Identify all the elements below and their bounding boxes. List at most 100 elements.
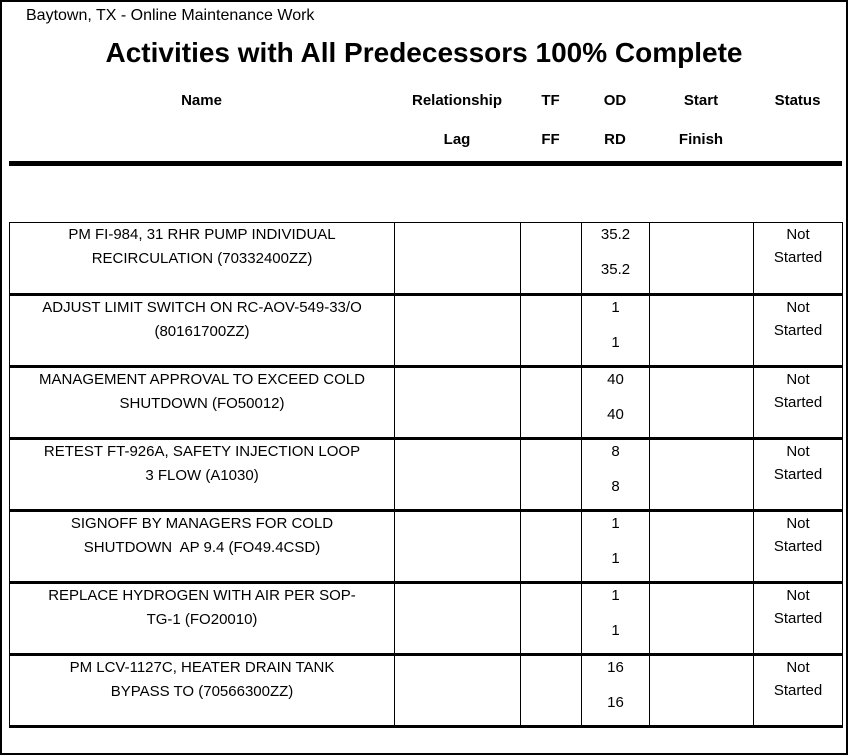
column-header-relationship: Relationship xyxy=(411,92,502,109)
page-title: Activities with All Predecessors 100% Co… xyxy=(105,37,743,68)
status-line2: Started xyxy=(773,610,823,627)
tf-ff-cell xyxy=(520,510,582,583)
status-line2: Started xyxy=(773,249,823,266)
od-rd-cell: 40 40 xyxy=(581,366,650,439)
column-header-rd: RD xyxy=(604,131,626,148)
status-line2: Started xyxy=(773,394,823,411)
rd-value: 1 xyxy=(611,550,620,567)
relationship-lag-cell xyxy=(394,294,521,367)
tf-ff-cell xyxy=(520,222,582,295)
activity-name-line2: 3 FLOW (A1030) xyxy=(145,467,259,484)
column-header-row-2: Lag FF RD Finish xyxy=(9,131,842,149)
column-header-start: Start xyxy=(683,92,719,109)
start-finish-cell xyxy=(649,366,754,439)
od-value: 35.2 xyxy=(600,226,631,243)
od-value: 8 xyxy=(611,443,620,460)
status-line1: Not xyxy=(786,443,810,460)
status-line1: Not xyxy=(786,299,810,316)
activity-name-line1: MANAGEMENT APPROVAL TO EXCEED COLD xyxy=(39,371,365,388)
column-header-name-spacer xyxy=(9,131,394,149)
activity-name-cell: REPLACE HYDROGEN WITH AIR PER SOP- TG-1 … xyxy=(9,582,395,655)
column-header-finish: Finish xyxy=(678,131,724,148)
relationship-lag-cell xyxy=(394,654,521,727)
column-header-lag: Lag xyxy=(443,131,471,148)
column-header-status-spacer xyxy=(753,131,842,149)
status-line1: Not xyxy=(786,371,810,388)
od-value: 40 xyxy=(607,371,624,388)
od-value: 1 xyxy=(611,515,620,532)
relationship-lag-cell xyxy=(394,222,521,295)
activity-name-line1: SIGNOFF BY MANAGERS FOR COLD xyxy=(70,515,334,532)
activity-name-line2: (80161700ZZ) xyxy=(154,323,250,340)
activity-name-cell: RETEST FT-926A, SAFETY INJECTION LOOP 3 … xyxy=(9,438,395,511)
rd-value: 35.2 xyxy=(600,261,631,278)
activity-name-line1: PM FI-984, 31 RHR PUMP INDIVIDUAL xyxy=(68,226,336,243)
status-cell: Not Started xyxy=(753,294,843,367)
rd-value: 40 xyxy=(607,406,624,423)
start-finish-cell xyxy=(649,654,754,727)
start-finish-cell xyxy=(649,510,754,583)
column-header-ff: FF xyxy=(541,131,560,148)
activity-name-line1: PM LCV-1127C, HEATER DRAIN TANK xyxy=(69,659,335,676)
status-line1: Not xyxy=(786,226,810,243)
relationship-lag-cell xyxy=(394,510,521,583)
od-rd-cell: 8 8 xyxy=(581,438,650,511)
start-finish-cell xyxy=(649,222,754,295)
rd-value: 1 xyxy=(611,622,620,639)
activity-name-cell: PM LCV-1127C, HEATER DRAIN TANK BYPASS T… xyxy=(9,654,395,727)
od-value: 16 xyxy=(607,659,624,676)
relationship-lag-cell xyxy=(394,366,521,439)
column-header-tf: TF xyxy=(541,92,560,109)
status-line2: Started xyxy=(773,682,823,699)
relationship-lag-cell xyxy=(394,438,521,511)
tf-ff-cell xyxy=(520,294,582,367)
activity-name-cell: MANAGEMENT APPROVAL TO EXCEED COLD SHUTD… xyxy=(9,366,395,439)
status-cell: Not Started xyxy=(753,438,843,511)
od-rd-cell: 16 16 xyxy=(581,654,650,727)
tf-ff-cell xyxy=(520,582,582,655)
report-table: PM FI-984, 31 RHR PUMP INDIVIDUAL RECIRC… xyxy=(9,222,843,728)
status-line1: Not xyxy=(786,659,810,676)
status-cell: Not Started xyxy=(753,582,843,655)
activity-name-line1: REPLACE HYDROGEN WITH AIR PER SOP- xyxy=(48,587,356,604)
table-row: PM LCV-1127C, HEATER DRAIN TANK BYPASS T… xyxy=(9,654,843,727)
activity-name-cell: ADJUST LIMIT SWITCH ON RC-AOV-549-33/O (… xyxy=(9,294,395,367)
status-line1: Not xyxy=(786,587,810,604)
table-row: ADJUST LIMIT SWITCH ON RC-AOV-549-33/O (… xyxy=(9,294,843,367)
status-cell: Not Started xyxy=(753,654,843,727)
status-cell: Not Started xyxy=(753,222,843,295)
column-header-row-1: Name Relationship TF OD Start Status xyxy=(9,92,842,110)
status-line1: Not xyxy=(786,515,810,532)
table-row: RETEST FT-926A, SAFETY INJECTION LOOP 3 … xyxy=(9,438,843,511)
start-finish-cell xyxy=(649,294,754,367)
status-line2: Started xyxy=(773,538,823,555)
column-header-name: Name xyxy=(181,92,222,109)
activity-name-line2: RECIRCULATION (70332400ZZ) xyxy=(91,250,313,267)
activity-name-line2: SHUTDOWN (FO50012) xyxy=(119,395,285,412)
rd-value: 16 xyxy=(607,694,624,711)
rd-value: 1 xyxy=(611,334,620,351)
activity-name-line2: TG-1 (FO20010) xyxy=(146,611,258,628)
report-subtitle: Baytown, TX - Online Maintenance Work xyxy=(26,7,315,24)
status-line2: Started xyxy=(773,466,823,483)
table-row: PM FI-984, 31 RHR PUMP INDIVIDUAL RECIRC… xyxy=(9,222,843,295)
rd-value: 8 xyxy=(611,478,620,495)
od-rd-cell: 1 1 xyxy=(581,582,650,655)
activity-name-line2: BYPASS TO (70566300ZZ) xyxy=(110,683,294,700)
status-cell: Not Started xyxy=(753,510,843,583)
od-rd-cell: 1 1 xyxy=(581,294,650,367)
header-rule xyxy=(9,161,842,166)
tf-ff-cell xyxy=(520,366,582,439)
start-finish-cell xyxy=(649,582,754,655)
od-value: 1 xyxy=(611,299,620,316)
od-rd-cell: 1 1 xyxy=(581,510,650,583)
od-rd-cell: 35.2 35.2 xyxy=(581,222,650,295)
status-line2: Started xyxy=(773,322,823,339)
status-cell: Not Started xyxy=(753,366,843,439)
tf-ff-cell xyxy=(520,438,582,511)
od-value: 1 xyxy=(611,587,620,604)
column-header-od: OD xyxy=(603,92,627,109)
table-row: REPLACE HYDROGEN WITH AIR PER SOP- TG-1 … xyxy=(9,582,843,655)
start-finish-cell xyxy=(649,438,754,511)
